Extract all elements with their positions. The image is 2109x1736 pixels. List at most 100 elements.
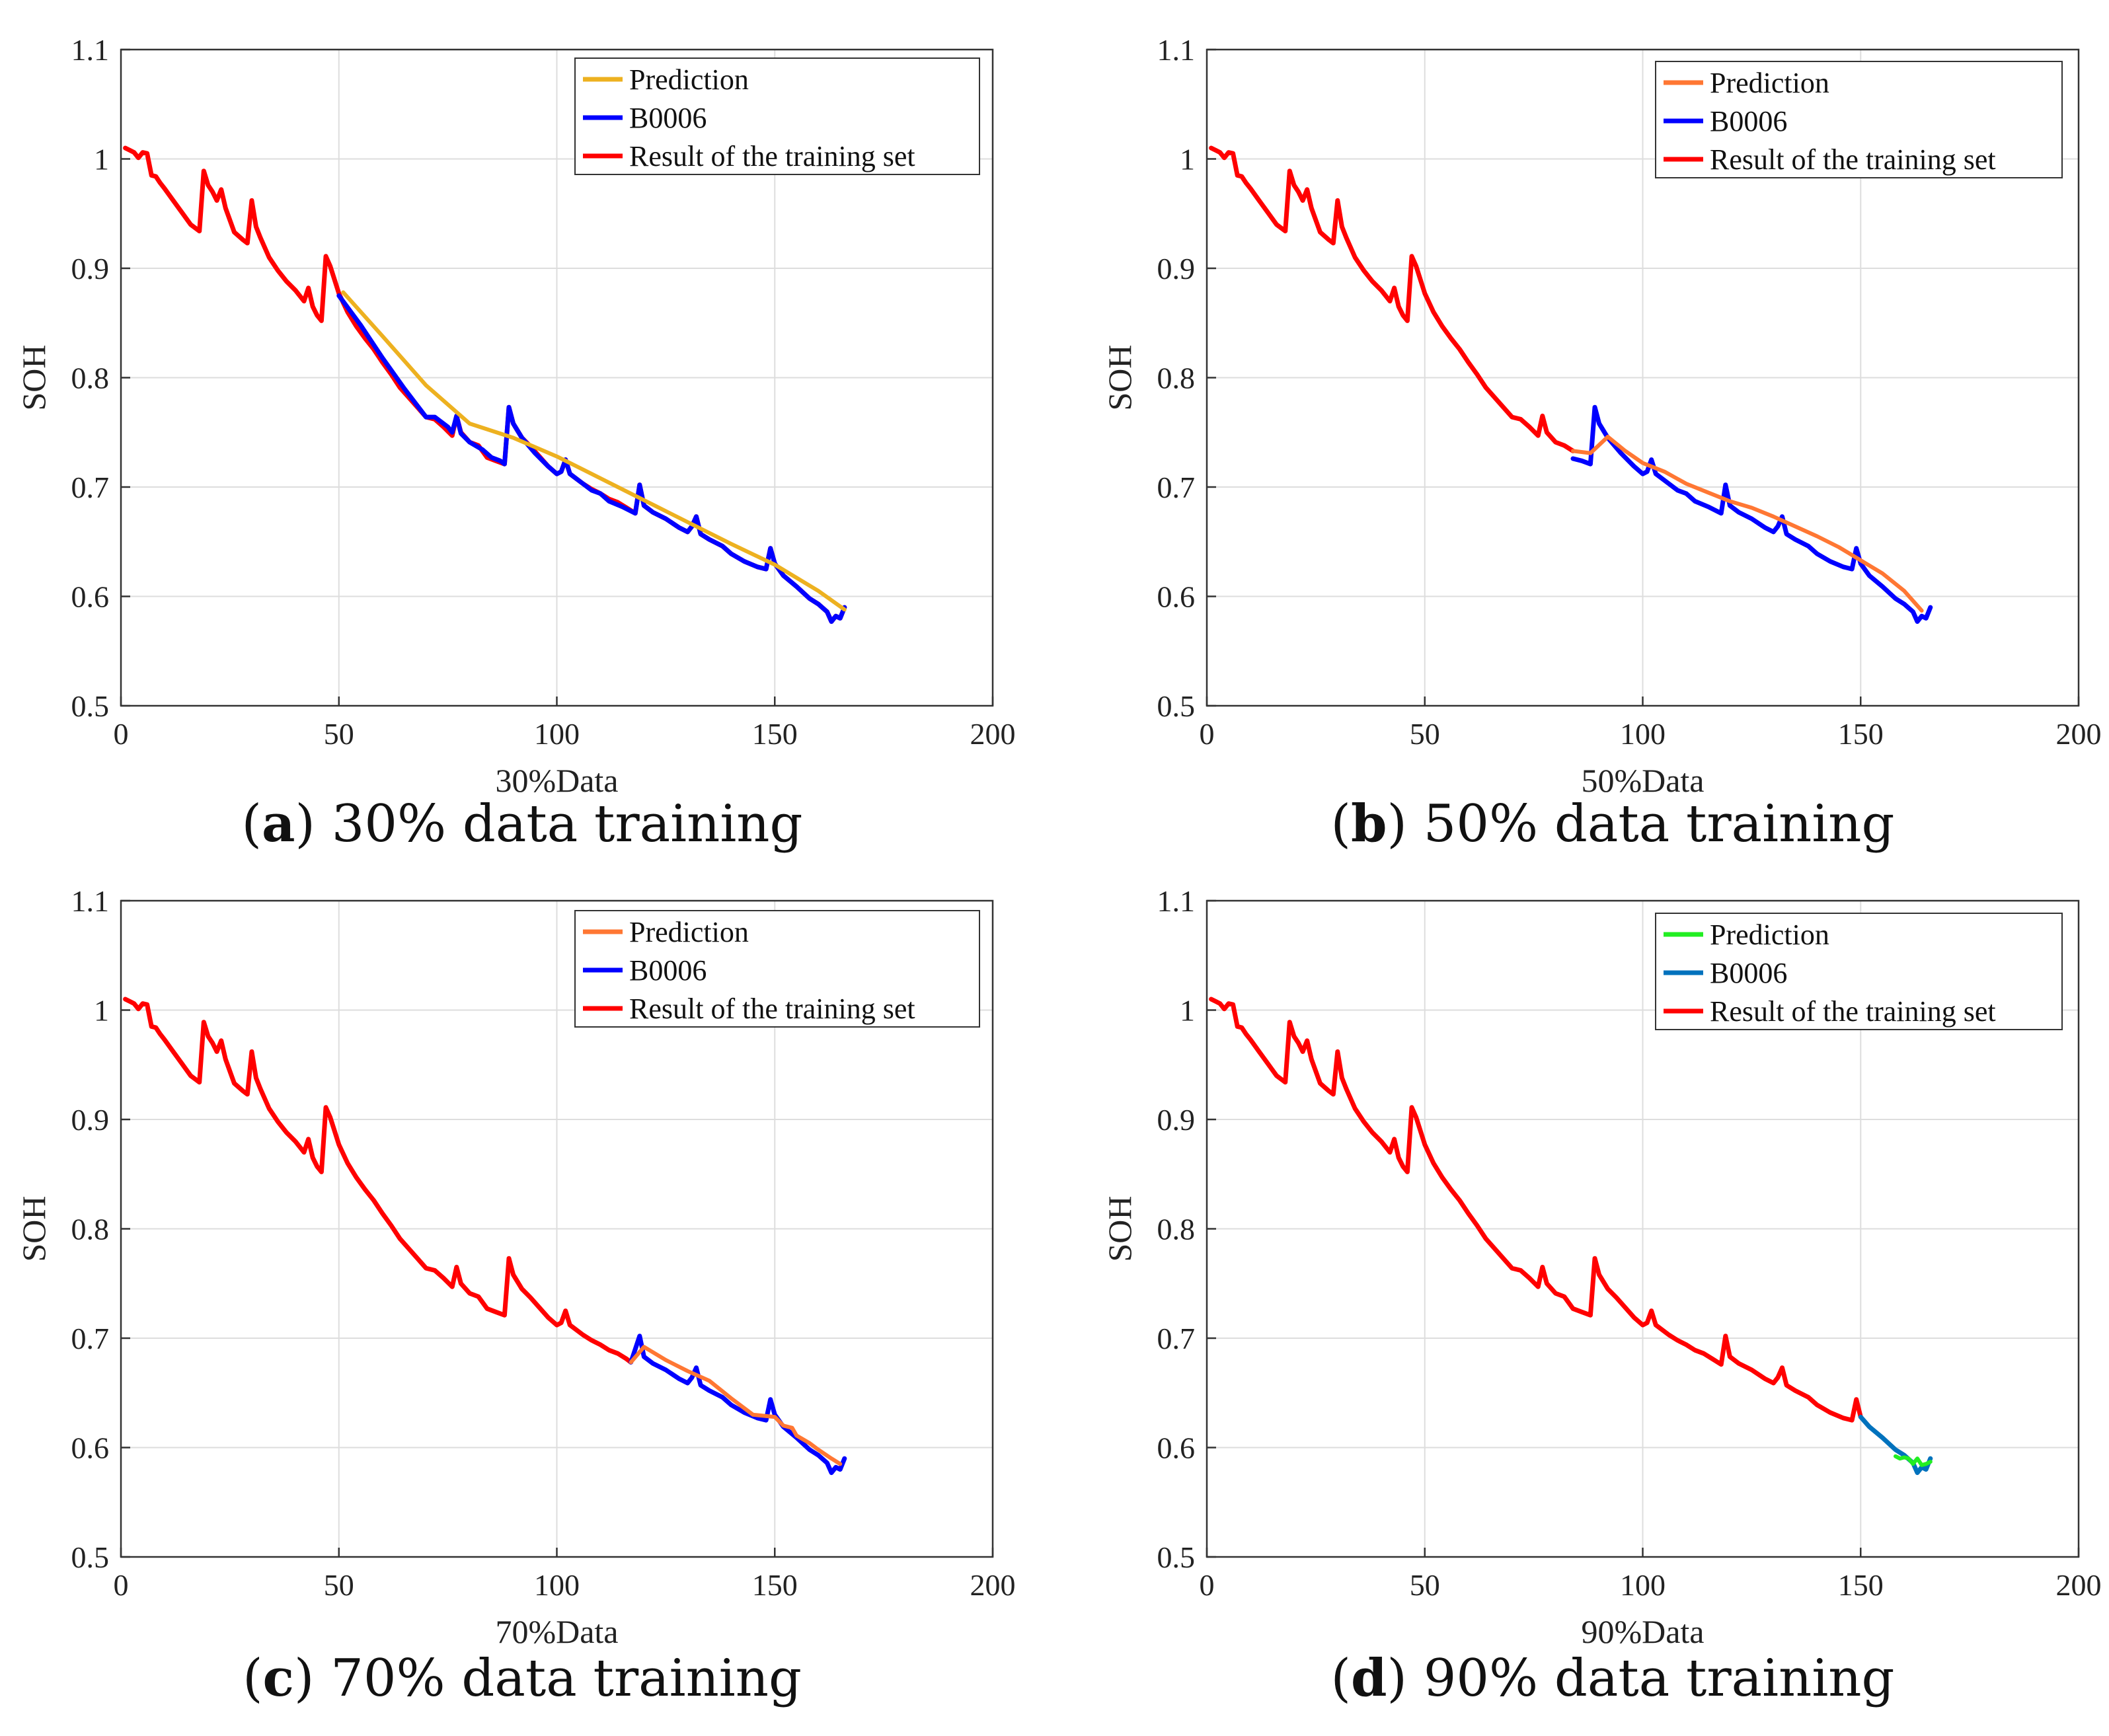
legend-entry-label: B0006: [1710, 105, 1787, 137]
legend: Prediction B0006 Result of the training se…: [1655, 913, 2063, 1030]
legend: Prediction B0006 Result of the training se…: [574, 57, 980, 175]
series-line-prediction: [629, 1345, 843, 1466]
x-tick-label: 0: [114, 1568, 129, 1602]
x-tick-label: 50: [324, 1568, 354, 1602]
y-tick-label: 1.1: [1157, 884, 1196, 918]
y-tick-label: 1: [1180, 143, 1195, 176]
x-tick-label: 150: [1838, 1568, 1884, 1602]
caption-paren-close: ): [295, 794, 332, 854]
chart-panel-c: 0 50 100 150 200 0.5 0.6 0.7 0.8 0.9 1 1.1 70%Data SO…: [15, 884, 1016, 1708]
caption-text: 50% data training: [1424, 794, 1895, 854]
y-tick-label: 0.5: [71, 689, 110, 723]
x-tick-label: 150: [1838, 717, 1884, 751]
x-tick-label: 50: [1410, 1568, 1440, 1602]
y-tick-label: 0.9: [1157, 1103, 1196, 1137]
y-tick-label: 0.8: [1157, 1213, 1196, 1246]
y-tick-label: 0.7: [1157, 1322, 1196, 1355]
y-tick-label: 0.5: [1157, 689, 1196, 723]
legend: Prediction B0006 Result of the training se…: [574, 910, 980, 1028]
panel-caption: (d) 90% data training: [1331, 1648, 1895, 1708]
legend-entry-label: B0006: [629, 954, 707, 987]
caption-paren-open: (: [242, 794, 262, 854]
caption-text: 30% data training: [332, 794, 803, 854]
x-tick-label: 200: [970, 1568, 1016, 1602]
legend-entry-label: Result of the training set: [1710, 143, 1996, 176]
caption-paren-open: (: [1331, 1649, 1351, 1708]
y-tick-label: 0.5: [71, 1540, 110, 1574]
x-tick-label: 150: [752, 1568, 798, 1602]
legend-entry-label: B0006: [629, 102, 707, 134]
x-tick-label: 50: [1410, 717, 1440, 751]
y-tick-label: 0.8: [71, 1213, 110, 1246]
series-line-prediction: [341, 290, 847, 612]
legend-box: [1655, 61, 2063, 178]
legend-entry-label: Prediction: [629, 916, 749, 948]
x-tick-label: 200: [970, 717, 1016, 751]
chart-panel-b: 0 50 100 150 200 0.5 0.6 0.7 0.8 0.9 1 1.1 50%Data SO…: [1101, 33, 2102, 854]
caption-text: 90% data training: [1424, 1649, 1895, 1708]
y-tick-label: 0.6: [71, 580, 110, 614]
x-tick-label: 0: [1200, 1568, 1215, 1602]
y-tick-label: 1: [94, 994, 109, 1028]
y-tick-label: 0.7: [1157, 471, 1196, 504]
x-tick-label: 100: [1620, 717, 1666, 751]
y-tick-label: 0.6: [71, 1431, 110, 1465]
caption-paren-close: ): [294, 1649, 330, 1708]
series-line-b0006: [336, 293, 847, 624]
x-axis-title: 90%Data: [1581, 1613, 1704, 1650]
series-line-prediction: [1894, 1454, 1933, 1467]
y-tick-label: 0.6: [1157, 1431, 1196, 1465]
legend-entry-label: Prediction: [1710, 67, 1829, 99]
legend-entry-label: Result of the training set: [629, 140, 915, 172]
x-tick-label: 50: [324, 717, 354, 751]
y-axis-title: SOH: [1101, 344, 1138, 410]
y-tick-label: 0.9: [71, 1103, 110, 1137]
x-tick-label: 0: [114, 717, 129, 751]
caption-text: 70% data training: [330, 1649, 802, 1708]
caption-letter: c: [263, 1648, 295, 1708]
legend-entry-label: Prediction: [629, 63, 749, 96]
legend-box: [1655, 913, 2063, 1030]
x-axis-title: 50%Data: [1581, 762, 1704, 799]
caption-letter: b: [1351, 794, 1387, 854]
x-tick-label: 150: [752, 717, 798, 751]
x-axis-title: 30%Data: [495, 762, 618, 799]
y-tick-label: 0.6: [1157, 580, 1196, 614]
legend-box: [574, 57, 980, 175]
x-tick-label: 0: [1200, 717, 1215, 751]
legend: Prediction B0006 Result of the training se…: [1655, 61, 2063, 178]
caption-paren-close: ): [1387, 1649, 1424, 1708]
legend-entry-label: Result of the training set: [629, 993, 915, 1025]
y-axis-title: SOH: [15, 1195, 52, 1262]
caption-paren-close: ): [1387, 794, 1424, 854]
series-line-b0006: [1570, 404, 1933, 624]
panel-caption: (a) 30% data training: [242, 794, 803, 854]
series-line-result-of-the-training-set: [1209, 145, 1576, 453]
y-tick-label: 1: [1180, 994, 1195, 1028]
legend-entry-label: Result of the training set: [1710, 995, 1996, 1028]
legend-box: [574, 910, 980, 1028]
chart-panel-a: 0 50 100 150 200 0.5 0.6 0.7 0.8 0.9 1 1.1 30%Data SO…: [15, 33, 1016, 854]
y-tick-label: 0.7: [71, 1322, 110, 1355]
caption-paren-open: (: [243, 1649, 262, 1708]
caption-letter: a: [262, 794, 295, 854]
panel-caption: (c) 70% data training: [243, 1648, 802, 1708]
y-tick-label: 0.7: [71, 471, 110, 504]
y-tick-label: 0.8: [71, 361, 110, 395]
series-line-b0006: [629, 1334, 847, 1476]
x-tick-label: 100: [534, 1568, 580, 1602]
y-tick-label: 1.1: [71, 884, 110, 918]
y-tick-label: 0.9: [1157, 252, 1196, 285]
series-line-result-of-the-training-set: [123, 997, 634, 1365]
x-tick-label: 100: [1620, 1568, 1666, 1602]
x-tick-label: 100: [534, 717, 580, 751]
y-tick-label: 0.9: [71, 252, 110, 285]
series-line-prediction: [1571, 434, 1924, 613]
y-tick-label: 1.1: [1157, 33, 1196, 67]
legend-entry-label: B0006: [1710, 957, 1787, 989]
panel-caption: (b) 50% data training: [1331, 794, 1895, 854]
y-tick-label: 0.5: [1157, 1540, 1196, 1574]
series-line-result-of-the-training-set: [1209, 997, 1863, 1423]
y-tick-label: 1: [94, 143, 109, 176]
